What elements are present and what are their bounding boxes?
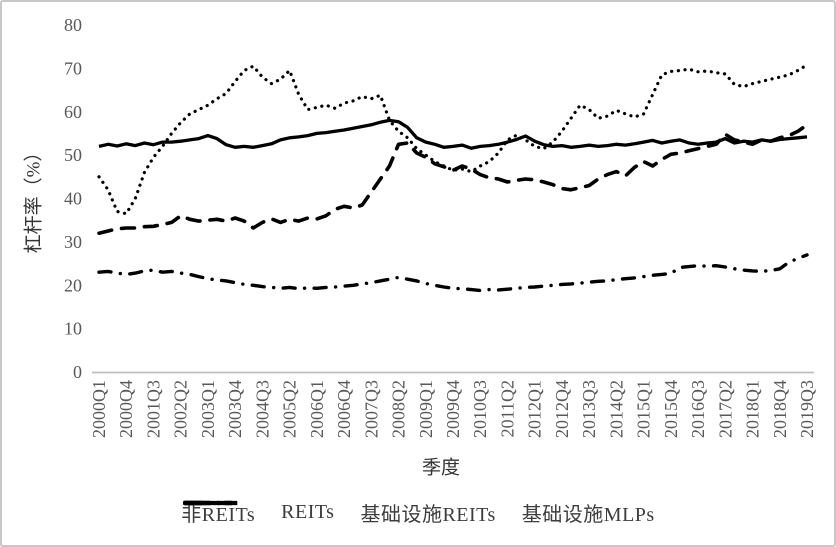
y-tick-label: 60 <box>64 102 82 122</box>
legend-label: 基础设施REITs <box>360 504 496 526</box>
x-axis-title: 季度 <box>421 457 461 479</box>
legend-label: 非REITs <box>181 504 256 526</box>
y-tick-label: 50 <box>64 145 82 165</box>
y-tick-label: 30 <box>64 232 82 252</box>
x-tick-label: 2010Q3 <box>470 380 490 438</box>
legend-label: REITs <box>281 501 335 523</box>
x-tick-label: 2000Q4 <box>116 380 136 438</box>
dashed-line-icon <box>183 500 238 506</box>
x-tick-label: 2015Q1 <box>634 380 654 438</box>
x-tick-label: 2013Q3 <box>579 380 599 438</box>
x-tick-label: 2000Q1 <box>89 380 109 438</box>
x-tick-label: 2012Q4 <box>552 380 572 438</box>
x-tick-label: 2015Q4 <box>661 380 681 438</box>
y-tick-label: 0 <box>73 362 82 382</box>
x-tick-label: 2019Q3 <box>797 380 817 438</box>
legend-item-reits: REITs <box>183 500 335 524</box>
legend-item-infra-reits: 基础设施REITs <box>183 498 496 527</box>
series-line-solid <box>98 118 808 150</box>
y-tick-label: 80 <box>64 15 82 35</box>
x-tick-label: 2003Q1 <box>198 380 218 438</box>
y-tick-label: 70 <box>64 58 82 78</box>
x-tick-label: 2018Q1 <box>743 380 763 438</box>
x-tick-label: 2009Q4 <box>443 380 463 438</box>
x-tick-label: 2008Q2 <box>389 380 409 438</box>
series-line-dashdot <box>97 253 809 293</box>
legend-item-infra-mlps: 基础设施MLPs <box>183 498 655 527</box>
y-tick-label: 20 <box>64 275 82 295</box>
series-line-dash <box>97 123 809 235</box>
x-tick-label: 2006Q1 <box>307 380 327 438</box>
x-tick-label: 2002Q2 <box>171 380 191 438</box>
series-line-dotted <box>97 63 809 216</box>
x-tick-label: 2004Q3 <box>252 380 272 438</box>
x-tick-label: 2012Q1 <box>525 380 545 438</box>
y-tick-label: 10 <box>64 319 82 339</box>
x-tick-label: 2009Q1 <box>416 380 436 438</box>
legend: 非REITs REITs 基础设施REITs 基础设施MLPs <box>181 498 654 527</box>
x-tick-label: 2017Q2 <box>715 380 735 438</box>
x-tick-label: 2014Q2 <box>606 380 626 438</box>
legend-label: 基础设施MLPs <box>521 504 655 526</box>
x-tick-label: 2007Q3 <box>361 380 381 438</box>
x-tick-label: 2006Q4 <box>334 380 354 438</box>
x-tick-label: 2016Q3 <box>688 380 708 438</box>
x-tick-label: 2001Q3 <box>143 380 163 438</box>
x-tick-label: 2003Q4 <box>225 380 245 438</box>
y-tick-label: 40 <box>64 189 82 209</box>
x-tick-label: 2005Q2 <box>280 380 300 438</box>
x-tick-label: 2018Q4 <box>770 380 790 438</box>
x-tick-label: 2011Q2 <box>497 380 517 437</box>
y-axis-title: 杠杆率（%） <box>23 142 45 254</box>
